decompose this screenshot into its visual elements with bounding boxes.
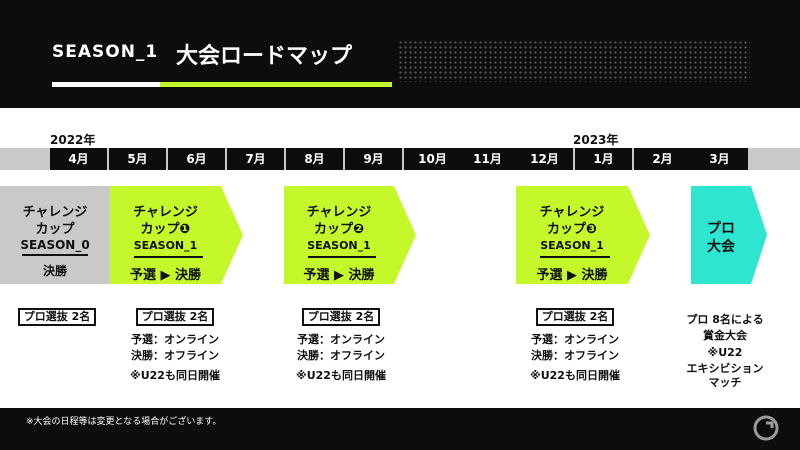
event-divider — [308, 256, 376, 258]
title-underline-green — [160, 82, 392, 87]
page-title: 大会ロードマップ — [176, 44, 353, 69]
event-name: チャレンジ カップ❶ — [110, 204, 221, 238]
event-stage: 予選 ▶ 決勝 — [536, 268, 608, 283]
season-label: SEASON_1 — [52, 42, 159, 62]
pro-selection-badge: プロ選抜 2名 — [18, 308, 96, 326]
qualifier-online: 予選：オンライン — [131, 333, 219, 346]
event-name-line2: カップ❷ — [313, 222, 364, 237]
event-block-cup3: チャレンジ カップ❸ SEASON_1 予選 ▶ 決勝 — [516, 186, 650, 284]
event-season: SEASON_1 — [540, 239, 604, 252]
qualifier-online: 予選：オンライン — [531, 333, 619, 346]
pro-exhibition-line: エキシビション — [686, 362, 764, 375]
dot-pattern — [398, 40, 750, 82]
month-feb: 2月 — [634, 148, 691, 170]
month-jun: 6月 — [168, 148, 225, 170]
event-name: チャレンジ カップ❸ — [516, 204, 628, 238]
event-divider — [134, 256, 203, 258]
month-dec: 12月 — [516, 148, 573, 170]
event-name-line2: カップ❸ — [546, 222, 597, 237]
event-season: SEASON_1 — [133, 239, 198, 252]
event-divider — [22, 254, 88, 256]
pro-selection-badge: プロ選抜 2名 — [536, 308, 614, 326]
title-underline-white — [52, 82, 160, 87]
year-label-2022: 2022年 — [50, 133, 96, 147]
final-offline: 決勝：オフライン — [297, 349, 385, 362]
pro-selection-badge: プロ選抜 2名 — [302, 308, 380, 326]
event-stage: 決勝 — [42, 264, 67, 278]
event-stage: 予選 ▶ 決勝 — [129, 268, 202, 283]
event-block-pro: プロ 大会 — [691, 186, 767, 284]
event-name: プロ 大会 — [691, 220, 751, 256]
event-name-line1: チャレンジ — [133, 205, 198, 220]
u22-note: ※U22も同日開催 — [130, 369, 220, 382]
u22-note: ※U22も同日開催 — [296, 369, 386, 382]
pro-selection-badge: プロ選抜 2名 — [136, 308, 214, 326]
month-sep: 9月 — [345, 148, 402, 170]
event-block-cup2: チャレンジ カップ❷ SEASON_1 予選 ▶ 決勝 — [284, 186, 416, 284]
month-aug: 8月 — [286, 148, 343, 170]
footer-note: ※大会の日程等は変更となる場合がございます。 — [26, 417, 222, 427]
event-name-line2: カップ❶ — [140, 222, 191, 237]
event-stage: 予選 ▶ 決勝 — [303, 268, 375, 283]
final-offline: 決勝：オフライン — [531, 349, 619, 362]
event-name: チャレンジ カップ❷ — [284, 204, 394, 238]
month-nov: 11月 — [459, 148, 516, 170]
month-jul: 7月 — [227, 148, 284, 170]
month-jan: 1月 — [575, 148, 632, 170]
event-name-line1: プロ — [707, 221, 735, 237]
event-name-line1: チャレンジ — [306, 205, 372, 220]
event-name: チャレンジ カップ — [0, 204, 110, 238]
final-offline: 決勝：オフライン — [131, 349, 219, 362]
pro-prize-line1: プロ 8名による — [686, 313, 764, 326]
month-may: 5月 — [109, 148, 166, 170]
event-divider — [540, 256, 610, 258]
month-apr: 4月 — [50, 148, 107, 170]
year-label-2023: 2023年 — [573, 133, 619, 147]
event-name-line2: 大会 — [707, 239, 735, 255]
event-name-line1: チャレンジ — [539, 205, 605, 220]
month-oct: 10月 — [404, 148, 461, 170]
event-season: SEASON_0 — [20, 238, 90, 252]
u22-note: ※U22も同日開催 — [530, 369, 620, 382]
month-mar: 3月 — [691, 148, 748, 170]
event-name-line1: チャレンジ — [22, 205, 88, 220]
site-logo-icon — [753, 415, 779, 441]
event-block-season0: チャレンジ カップ SEASON_0 決勝 — [0, 186, 110, 284]
pro-u22-line: ※U22 — [707, 346, 743, 359]
qualifier-online: 予選：オンライン — [297, 333, 385, 346]
event-block-cup1: チャレンジ カップ❶ SEASON_1 予選 ▶ 決勝 — [110, 186, 243, 284]
event-season: SEASON_1 — [307, 239, 371, 252]
footer-bar — [0, 408, 800, 450]
event-name-line2: カップ — [35, 222, 75, 237]
pro-match-line: マッチ — [708, 376, 742, 389]
pro-prize-line2: 賞金大会 — [703, 329, 747, 342]
